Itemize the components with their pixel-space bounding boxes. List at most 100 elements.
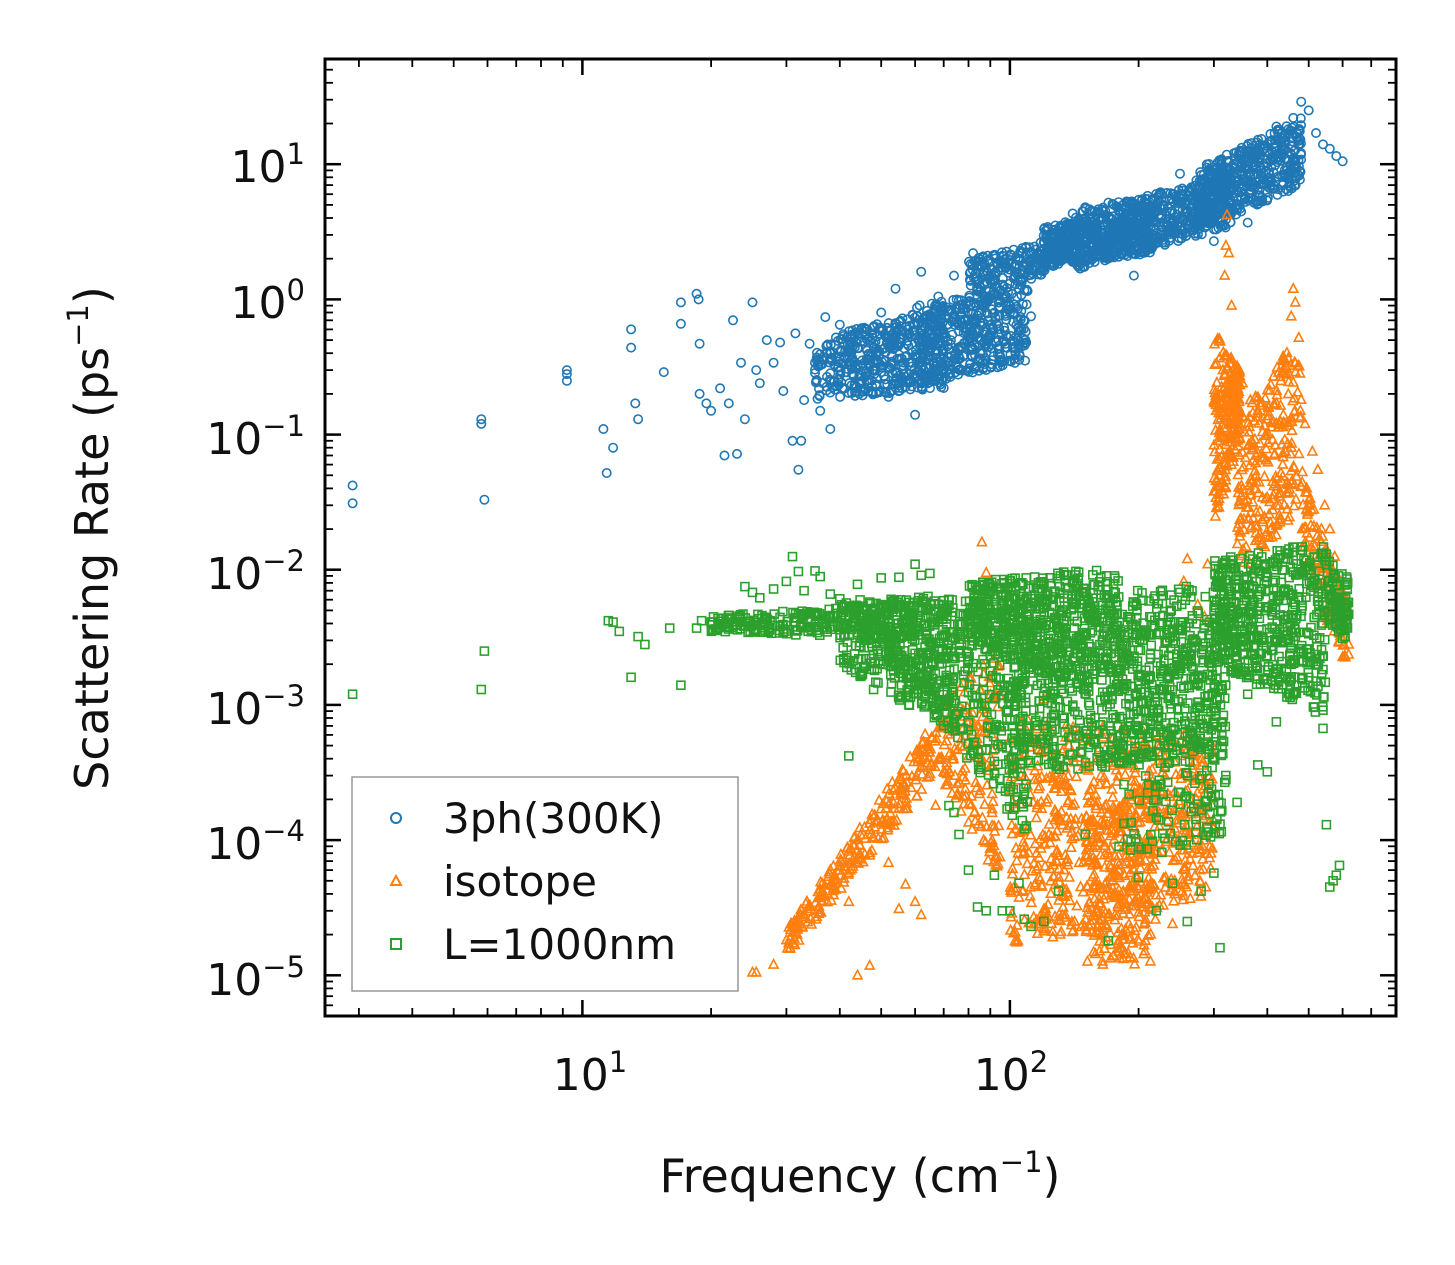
circle-point	[907, 310, 918, 321]
circle-point	[948, 312, 959, 323]
circle-point	[963, 330, 974, 341]
circle-point	[1161, 188, 1172, 199]
circle-point	[1004, 264, 1015, 275]
circle-point	[1025, 269, 1036, 280]
circle-point	[1026, 273, 1037, 284]
circle-point	[815, 360, 826, 371]
circle-point	[1002, 332, 1013, 343]
circle-point	[964, 290, 975, 301]
circle-point	[839, 353, 850, 364]
circle-point	[987, 292, 998, 303]
circle-point	[954, 303, 965, 314]
circle-point	[875, 323, 886, 334]
circle-point	[929, 358, 940, 369]
circle-point	[864, 358, 875, 369]
circle-point	[922, 353, 933, 364]
circle-point	[914, 300, 925, 311]
circle-point	[1014, 267, 1025, 278]
circle-point	[916, 383, 927, 394]
circle-point	[910, 345, 921, 356]
circle-point	[1138, 220, 1149, 231]
circle-point	[893, 386, 904, 397]
circle-point	[814, 391, 825, 402]
circle-point	[821, 385, 832, 396]
circle-point	[867, 381, 878, 392]
circle-point	[919, 356, 930, 367]
circle-point	[1013, 325, 1024, 336]
circle-point	[846, 354, 857, 365]
circle-point	[1009, 353, 1020, 364]
circle-point	[988, 276, 999, 287]
circle-point	[1042, 223, 1053, 234]
circle-point	[938, 303, 949, 314]
circle-point	[943, 343, 954, 354]
circle-point	[891, 328, 902, 339]
circle-point	[964, 268, 975, 279]
circle-point	[876, 325, 887, 336]
circle-point	[854, 388, 865, 399]
circle-point	[981, 364, 992, 375]
circle-point	[883, 362, 894, 373]
circle-point	[963, 363, 974, 374]
circle-point	[1039, 237, 1050, 248]
circle-point	[948, 294, 959, 305]
circle-point	[825, 376, 836, 387]
circle-point	[962, 334, 973, 345]
circle-point	[1044, 236, 1055, 247]
circle-point	[935, 335, 946, 346]
circle-point	[811, 347, 822, 358]
circle-point	[999, 322, 1010, 333]
circle-point	[835, 334, 846, 345]
circle-point	[989, 270, 1000, 281]
circle-point	[951, 294, 962, 305]
circle-point	[1032, 269, 1043, 280]
circle-point	[830, 332, 841, 343]
circle-point	[994, 324, 1005, 335]
circle-point	[1055, 220, 1066, 231]
circle-point	[852, 360, 863, 371]
circle-point	[1021, 299, 1032, 310]
circle-point	[953, 369, 964, 380]
circle-point	[963, 256, 974, 267]
circle-point	[1049, 250, 1060, 261]
circle-point	[885, 343, 896, 354]
circle-point	[961, 365, 972, 376]
circle-point	[1013, 322, 1024, 333]
circle-point	[1086, 216, 1097, 227]
circle-point	[876, 360, 887, 371]
circle-point	[942, 319, 953, 330]
circle-point	[1012, 315, 1023, 326]
circle-point	[932, 329, 943, 340]
circle-point	[1143, 194, 1154, 205]
circle-point	[914, 366, 925, 377]
circle-point	[975, 254, 986, 265]
circle-point	[998, 281, 1009, 292]
circle-point	[1048, 243, 1059, 254]
circle-point	[969, 350, 980, 361]
circle-point	[1050, 246, 1061, 257]
circle-point	[978, 317, 989, 328]
circle-point	[1039, 249, 1050, 260]
circle-point	[1008, 244, 1019, 255]
series-1	[347, 96, 1348, 509]
circle-point	[825, 347, 836, 358]
circle-point	[1029, 241, 1040, 252]
circle-point	[1003, 305, 1014, 316]
circle-point	[1143, 243, 1154, 254]
circle-point	[992, 259, 1003, 270]
circle-point	[1067, 208, 1078, 219]
circle-point	[860, 342, 871, 353]
circle-point	[874, 346, 885, 357]
circle-point	[1025, 255, 1036, 266]
circle-point	[993, 297, 1004, 308]
circle-point	[871, 343, 882, 354]
circle-point	[978, 251, 989, 262]
circle-point	[849, 342, 860, 353]
circle-point	[1010, 346, 1021, 357]
circle-point	[871, 372, 882, 383]
circle-point	[927, 322, 938, 333]
circle-point	[964, 295, 975, 306]
circle-point	[844, 378, 855, 389]
circle-point	[865, 335, 876, 346]
